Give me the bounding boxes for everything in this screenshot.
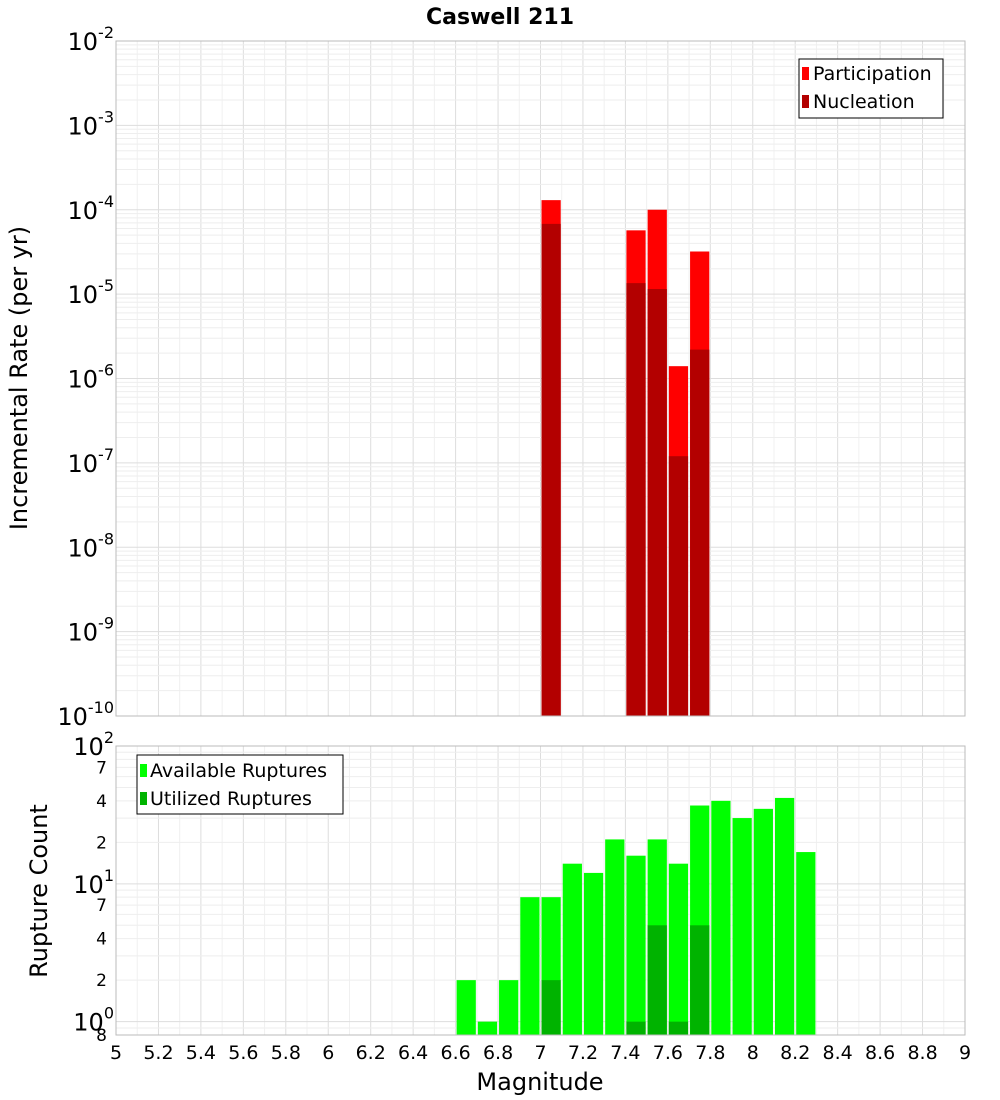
top-grid [115,41,966,717]
top-bars [541,200,710,716]
legend-utilized: Utilized Ruptures [150,788,312,810]
bottom-y-tick-label: 4 [96,930,107,950]
bottom-bar-available-ruptures [520,897,540,1035]
x-tick-label: 6.4 [398,1042,428,1064]
participation-swatch [802,67,809,80]
top-y-axis-label: Incremental Rate (per yr) [5,226,33,530]
x-tick-label: 8.4 [823,1042,853,1064]
bottom-bar-utilized-ruptures [668,1021,689,1035]
bottom-bar-available-ruptures [796,852,816,1035]
x-tick-label: 8.8 [907,1042,937,1064]
available-swatch [140,764,147,777]
x-tick-label: 8.6 [865,1042,895,1064]
bottom-bar-available-ruptures [583,872,604,1035]
bottom-y-tick-label: 100 [73,1004,114,1037]
x-tick-label: 5 [110,1042,122,1064]
bottom-y-tick-label: 7 [96,896,107,916]
top-bar-nucleation [668,456,689,716]
x-tick-label: 7.4 [610,1042,640,1064]
x-tick-label: 8.2 [780,1042,810,1064]
utilized-swatch [140,792,147,805]
bottom-bar-available-ruptures [774,797,795,1035]
bottom-y-tick-label: 7 [96,758,107,778]
top-bar-nucleation [690,349,710,716]
x-tick-label: 9 [959,1042,971,1064]
bottom-legend-box [136,754,344,815]
bottom-bar-available-ruptures [626,855,646,1035]
bottom-y-tick-label: 8 [96,1026,107,1046]
top-y-tick-label: 10-2 [68,23,115,56]
x-tick-label: 7.8 [695,1042,725,1064]
x-tick-label: 6 [322,1042,334,1064]
bottom-bar-available-ruptures [499,980,519,1035]
bottom-bars [456,797,816,1035]
legend-nucleation: Nucleation [813,91,915,113]
nucleation-swatch [802,95,809,108]
x-tick-label: 8 [747,1042,759,1064]
x-tick-label: 7 [534,1042,546,1064]
bottom-bar-utilized-ruptures [541,980,561,1035]
bottom-plot-frame [115,745,966,1036]
chart-title: Caswell 211 [426,5,574,30]
top-legend-box [798,58,944,119]
axis-ticks: 10-210-310-410-510-610-710-810-910-10810… [57,23,971,1064]
bottom-bar-available-ruptures [711,800,731,1035]
top-bar-nucleation [626,283,646,716]
bottom-bar-available-ruptures [732,818,752,1035]
x-tick-label: 5.2 [143,1042,173,1064]
bottom-y-tick-label: 101 [73,866,114,899]
x-tick-label: 6.2 [356,1042,386,1064]
bottom-legend: Available Ruptures Utilized Ruptures [136,754,344,815]
x-tick-label: 6.6 [440,1042,470,1064]
bottom-bar-available-ruptures [456,980,476,1035]
bottom-y-axis-label: Rupture Count [25,804,53,978]
bottom-y-tick-label: 2 [96,833,107,853]
bottom-y-tick-label: 2 [96,971,107,991]
top-y-tick-label: 10-4 [68,192,115,225]
bottom-bar-available-ruptures [605,839,625,1035]
bottom-bar-available-ruptures [477,1021,498,1035]
top-legend: Participation Nucleation [798,58,944,119]
bottom-y-tick-label: 4 [96,792,107,812]
top-y-tick-label: 10-5 [68,276,115,309]
x-tick-label: 7.6 [653,1042,683,1064]
bottom-bar-utilized-ruptures [647,925,667,1035]
bottom-bar-utilized-ruptures [690,925,710,1035]
top-y-tick-label: 10-3 [68,107,115,140]
bottom-y-tick-label: 102 [73,728,114,761]
bottom-bar-available-ruptures [668,863,689,1035]
top-y-tick-label: 10-8 [68,529,115,562]
top-y-tick-label: 10-7 [68,445,115,478]
x-tick-label: 5.4 [186,1042,216,1064]
top-bar-nucleation [541,223,561,716]
x-tick-label: 7.2 [568,1042,598,1064]
x-tick-label: 5.6 [228,1042,258,1064]
top-plot-frame [115,40,966,717]
top-y-tick-label: 10-9 [68,614,115,647]
legend-participation: Participation [813,63,932,85]
x-tick-label: 6.8 [483,1042,513,1064]
x-tick-label: 5.8 [271,1042,301,1064]
bottom-bar-available-ruptures [753,808,773,1035]
bottom-bar-utilized-ruptures [626,1021,646,1035]
top-bar-nucleation [647,289,667,716]
legend-available: Available Ruptures [150,760,327,782]
top-y-tick-label: 10-10 [57,698,114,731]
x-axis-label: Magnitude [476,1068,603,1096]
bottom-bar-available-ruptures [562,863,582,1035]
top-y-tick-label: 10-6 [68,361,115,394]
